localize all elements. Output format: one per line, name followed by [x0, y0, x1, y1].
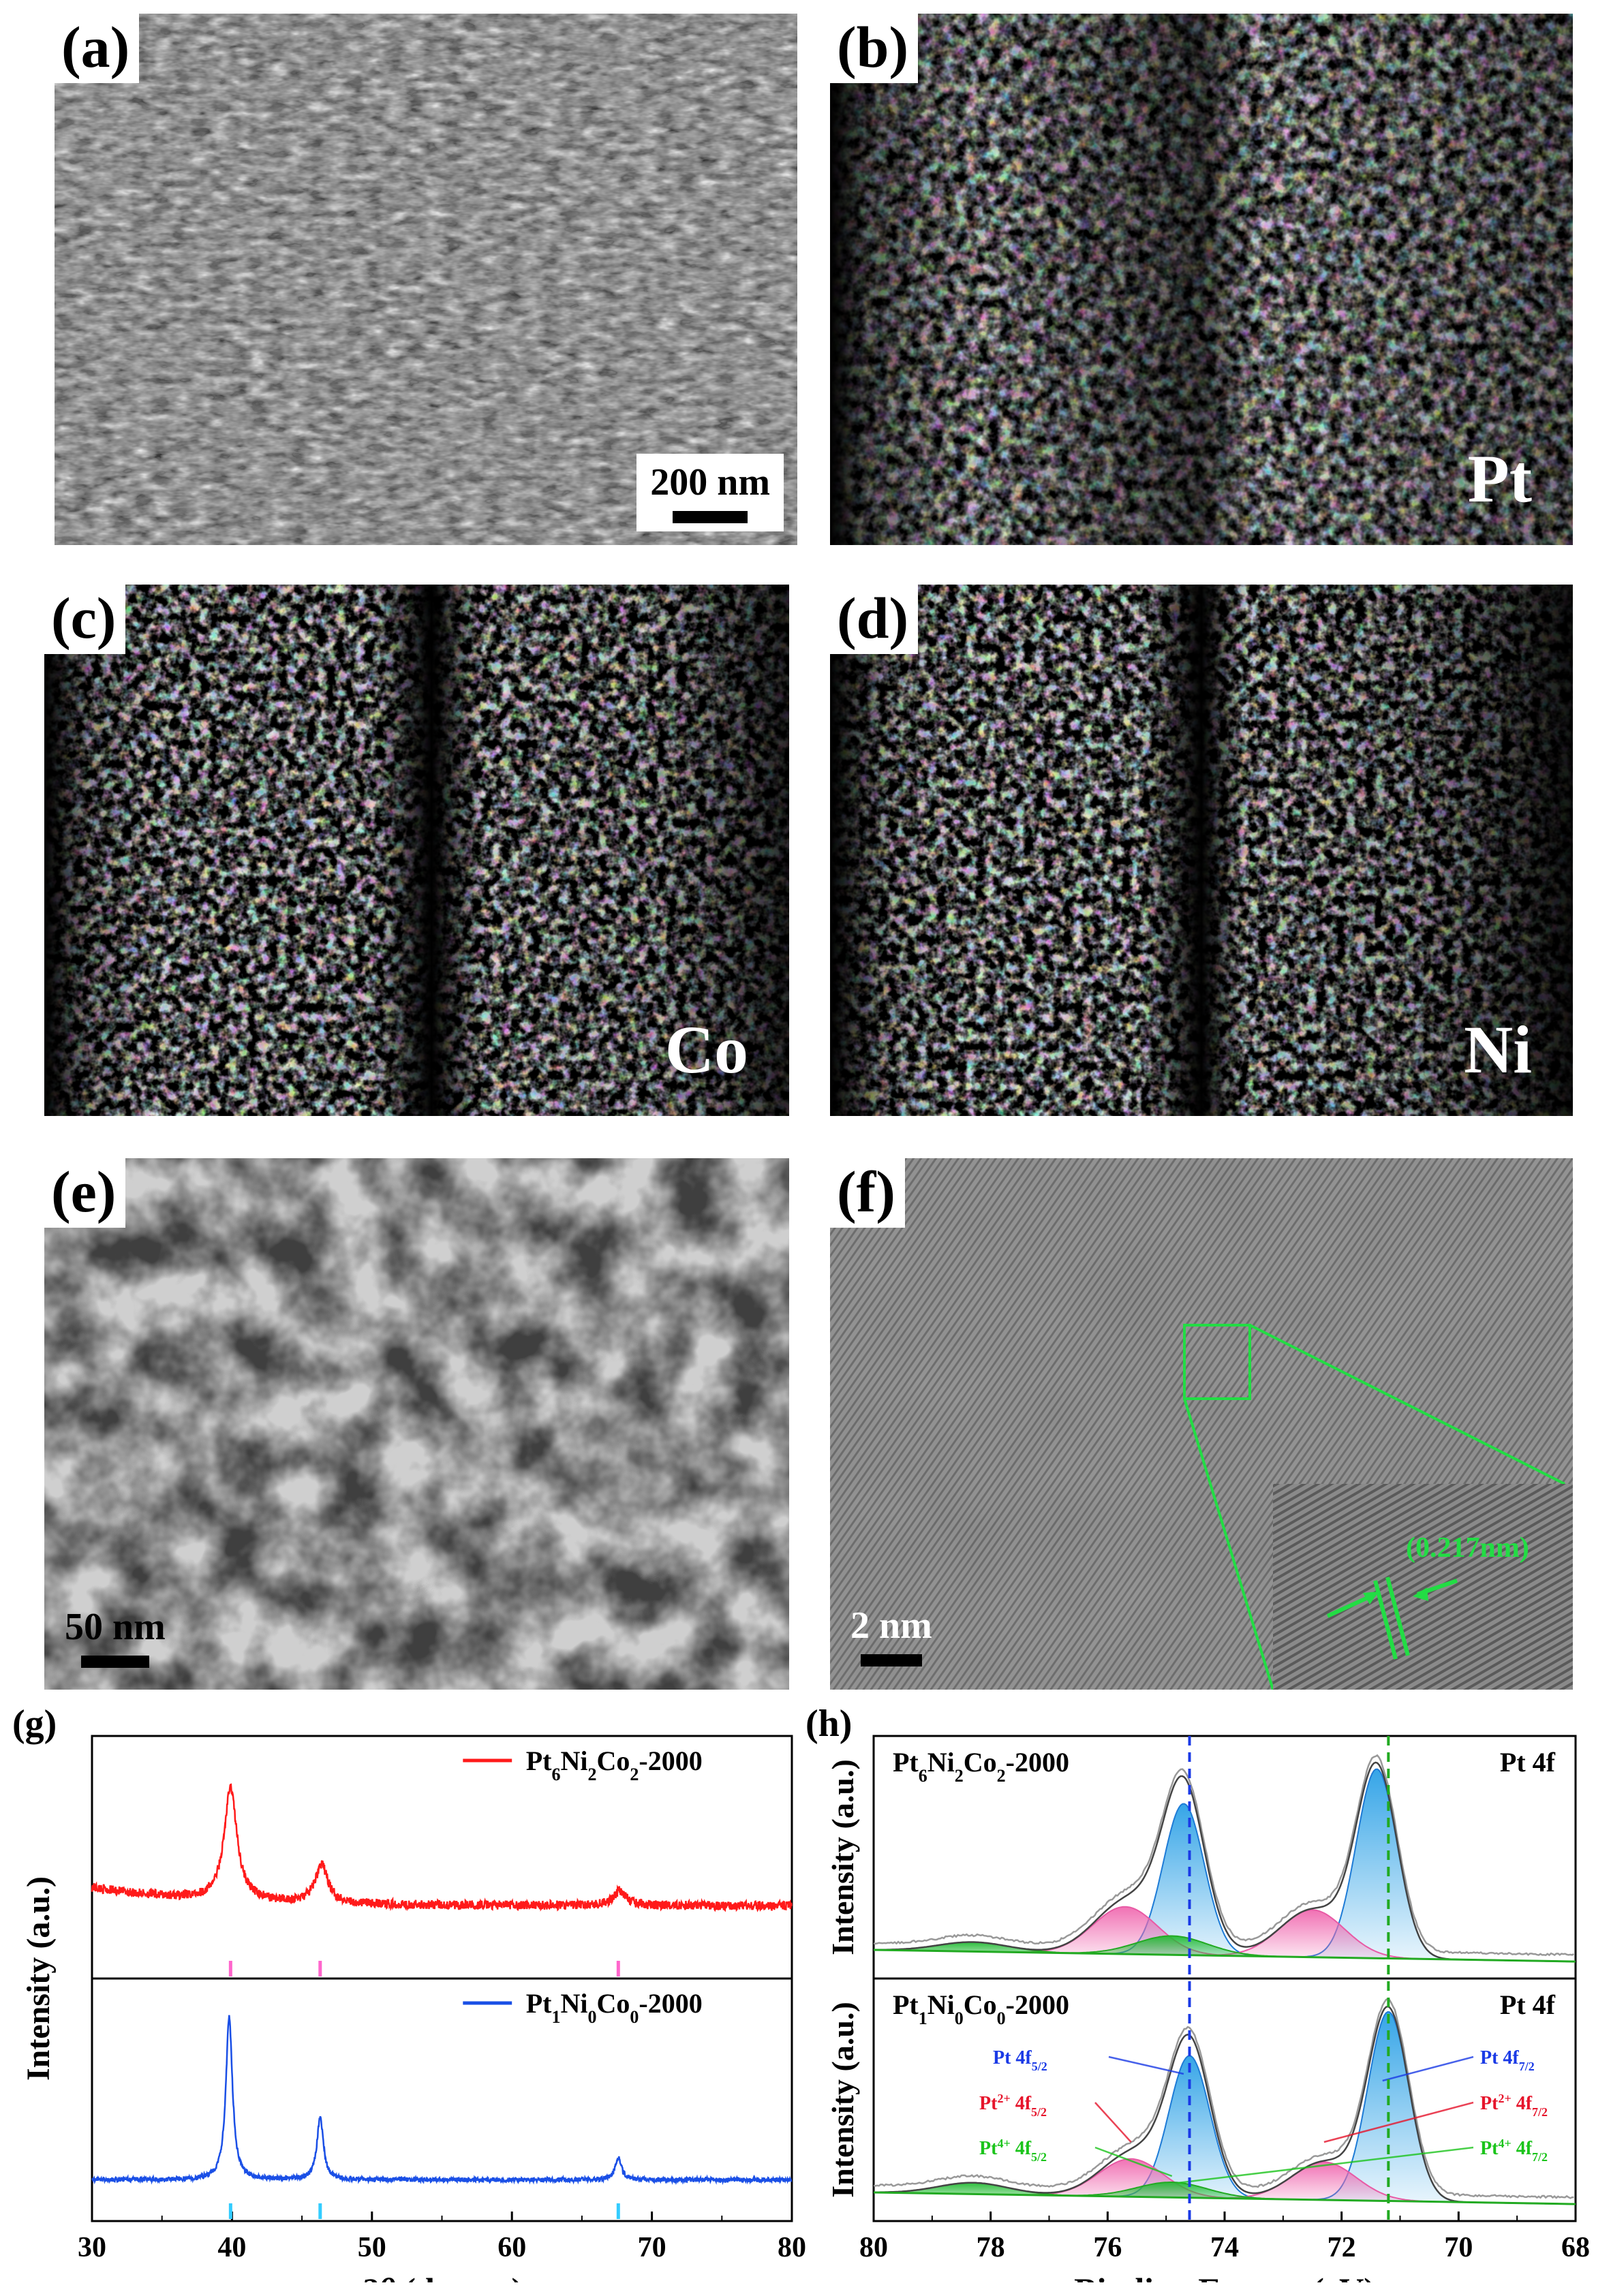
x-tick-label-h: 76: [1093, 2232, 1122, 2263]
panel-b-pt-map: (b) Pt: [830, 14, 1573, 545]
hrtem-image: (0.217nm): [830, 1158, 1573, 1690]
xps-peak-fill-pt0_a: [874, 1803, 1576, 1962]
xps-peak-fill-pt0_b: [874, 1769, 1576, 1962]
zoom-inset: (0.217nm): [1273, 1484, 1573, 1690]
x-tick-label-g: 40: [217, 2232, 246, 2263]
x-tick-label-h: 80: [859, 2232, 888, 2263]
region-label-h: Pt 4f: [1500, 1747, 1556, 1778]
panel-label-e: (e): [44, 1158, 126, 1228]
element-label-pt: Pt: [1467, 441, 1532, 516]
x-tick-label-g: 50: [358, 2232, 386, 2263]
scale-bar-e: 50 nm: [51, 1598, 179, 1676]
scale-text-e: 50 nm: [65, 1606, 166, 1648]
ni-map-image: [830, 585, 1573, 1116]
x-axis-label-g: 2θ (degree): [360, 2271, 523, 2282]
region-label-h: Pt 4f: [1500, 1989, 1556, 2020]
panel-label-f: (f): [830, 1158, 905, 1228]
peak-annotation-h: Pt4+ 4f5/2: [979, 2137, 1047, 2164]
x-tick-label-h: 78: [977, 2232, 1005, 2263]
legend-label-g: Pt1Ni0Co0-2000: [526, 1988, 703, 2027]
scale-text-f: 2 nm: [850, 1604, 932, 1647]
panel-d-ni-map: (d) Ni: [830, 585, 1573, 1116]
panel-label-g: (g): [12, 1703, 57, 1745]
xps-peak-fill-pt0_a: [874, 2055, 1576, 2205]
annotation-arrow-h: [1094, 2102, 1132, 2143]
scale-line-e: [80, 1656, 149, 1668]
co-map-image: [44, 585, 789, 1116]
element-label-ni: Ni: [1464, 1012, 1532, 1087]
x-tick-label-g: 70: [638, 2232, 666, 2263]
x-axis-label-h: Binding Energy (eV): [1074, 2271, 1375, 2282]
inset-box: [1183, 1324, 1251, 1400]
peak-annotation-h: Pt4+ 4f7/2: [1480, 2137, 1548, 2164]
peak-annotation-h: Pt2+ 4f7/2: [1480, 2092, 1548, 2119]
annotation-arrow-h: [1108, 2055, 1184, 2075]
x-tick-label-g: 60: [497, 2232, 526, 2263]
panel-e-tem: (e) 50 nm: [44, 1158, 789, 1690]
panel-label-d: (d): [830, 585, 919, 654]
legend-label-g: Pt6Ni2Co2-2000: [526, 1746, 703, 1784]
xps-raw-line-2: [873, 1998, 1574, 2199]
scale-line-f: [860, 1654, 922, 1666]
annotation-arrow-h: [1178, 2146, 1474, 2184]
sample-label-h: Pt1Ni0Co0-2000: [893, 1989, 1069, 2028]
pt-map-image: [830, 14, 1573, 545]
xps-baseline-2: [873, 2191, 1576, 2205]
zoom-line-top: [1249, 1324, 1565, 1485]
lattice-spacing-label: (0.217nm): [1406, 1532, 1529, 1564]
panel-f-hrtem: (0.217nm) (f) 2 nm: [830, 1158, 1573, 1690]
peak-annotation-h: Pt 4f5/2: [993, 2047, 1047, 2073]
annotation-arrow-h: [1094, 2146, 1173, 2177]
y-axis-label-h-bottom: Intensity (a.u.): [825, 2002, 860, 2198]
annotation-arrow-h: [1323, 2101, 1474, 2143]
chart-h-xps: (h) Intensity (a.u.) Intensity (a.u.) 80 78 7…: [806, 1703, 1590, 2282]
chart-g-xrd: (g) Intensity (a.u.) 30 40 50 60 70 80 2θ (degre…: [12, 1703, 806, 2282]
xps-raw-line-1: [873, 1754, 1574, 1957]
x-tick-label-g: 80: [778, 2232, 806, 2263]
x-tick-label-h: 70: [1444, 2232, 1473, 2263]
peak-annotation-h: Pt 4f7/2: [1480, 2047, 1535, 2073]
scale-text-a: 200 nm: [650, 461, 770, 503]
annotation-arrow-h: [1382, 2055, 1474, 2082]
panel-label-a: (a): [55, 14, 140, 83]
scale-bar-a: 200 nm: [636, 454, 784, 531]
xps-baseline-1: [873, 1949, 1576, 1963]
y-axis-label-g: Intensity (a.u.): [20, 1876, 57, 2081]
x-tick-label-h: 74: [1210, 2232, 1239, 2263]
x-tick-label-h: 68: [1561, 2232, 1590, 2263]
panel-a-sem: (a) 200 nm: [55, 14, 797, 545]
tem-image: [44, 1158, 789, 1690]
scale-line-a: [673, 511, 748, 523]
xps-peak-fill-pt4_a: [874, 2182, 1576, 2205]
panel-label-c: (c): [44, 585, 126, 654]
scale-bar-f: 2 nm: [837, 1597, 946, 1675]
xrd-line-series-1: [91, 1783, 793, 1912]
panel-label-h: (h): [806, 1703, 852, 1745]
element-label-co: Co: [664, 1012, 748, 1087]
xps-envelope-line-1: [874, 1761, 1574, 1963]
sample-label-h: Pt6Ni2Co2-2000: [893, 1747, 1069, 1786]
panel-label-b: (b): [830, 14, 919, 83]
peak-annotation-h: Pt2+ 4f5/2: [979, 2092, 1047, 2119]
panel-c-co-map: (c) Co: [44, 585, 789, 1116]
x-tick-label-h: 72: [1328, 2232, 1356, 2263]
y-axis-label-h-top: Intensity (a.u.): [825, 1759, 860, 1955]
x-tick-label-g: 30: [78, 2232, 106, 2263]
zoom-line-bottom: [1183, 1398, 1274, 1690]
xrd-line-series-2: [91, 2015, 793, 2186]
